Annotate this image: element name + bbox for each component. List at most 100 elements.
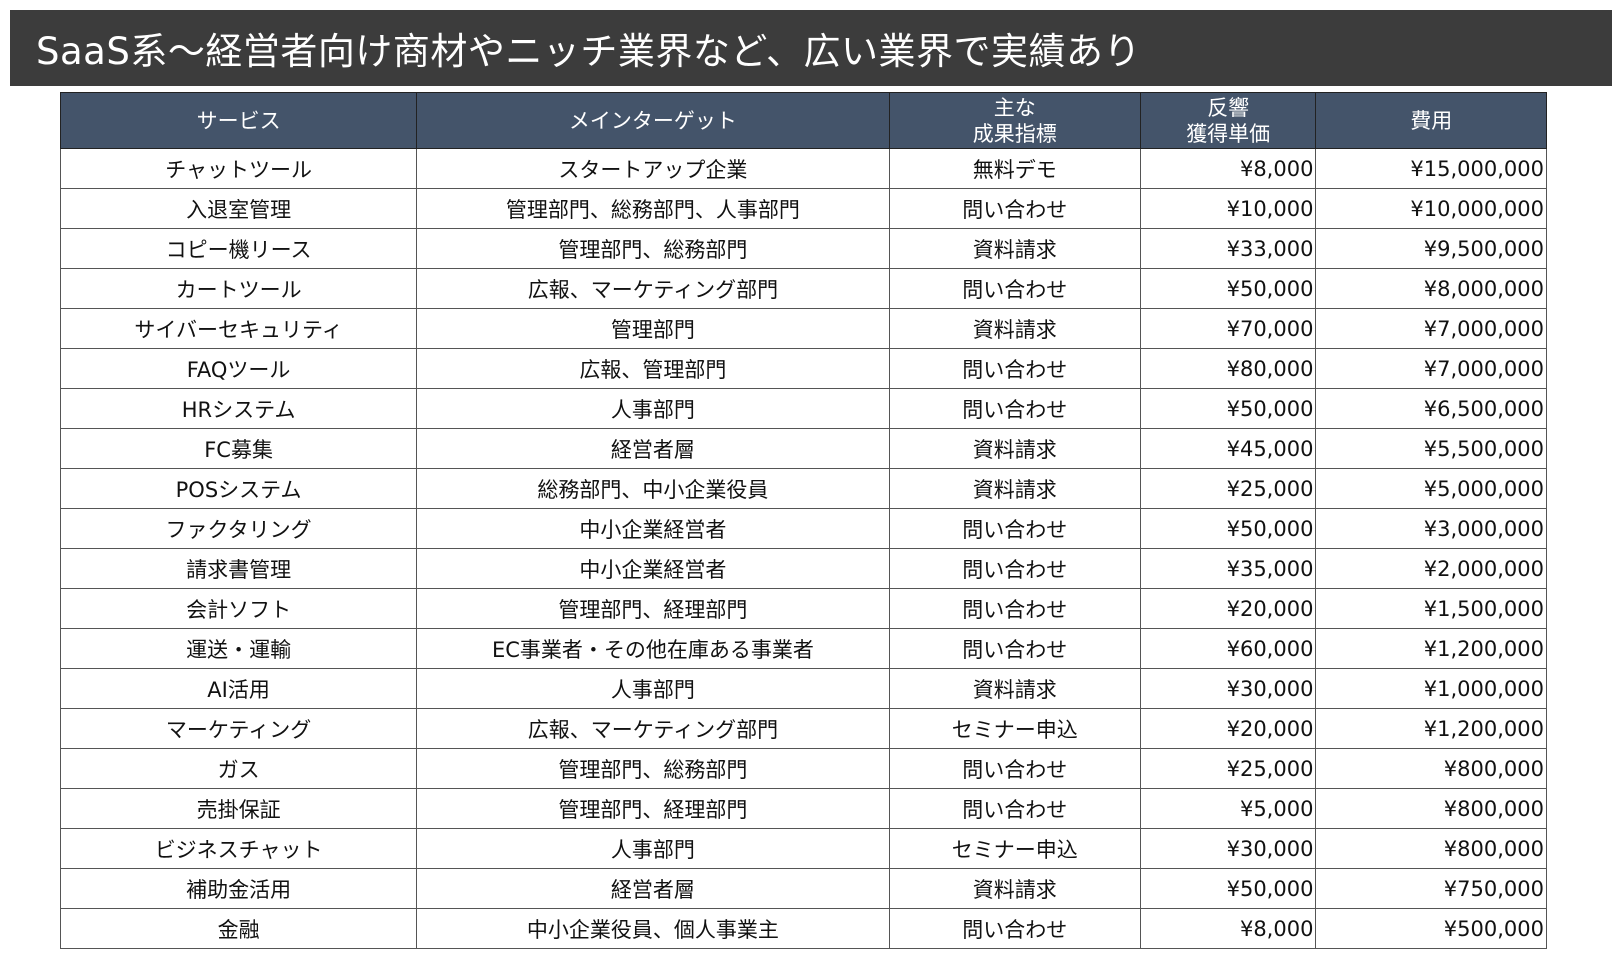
cell-cost: ¥7,000,000 <box>1315 348 1547 389</box>
table-row: FAQツール 広報、管理部門 問い合わせ ¥80,000 ¥7,000,000 <box>59 348 1547 389</box>
cell-cost: ¥10,000,000 <box>1315 188 1547 229</box>
cell-cost: ¥800,000 <box>1315 788 1547 829</box>
table-row: チャットツール スタートアップ企業 無料デモ ¥8,000 ¥15,000,000 <box>59 148 1547 189</box>
table-row: カートツール 広報、マーケティング部門 問い合わせ ¥50,000 ¥8,000,000 <box>59 268 1547 309</box>
cell-main-kpi: 資料請求 <box>888 868 1141 909</box>
cell-main-target: 管理部門、総務部門 <box>416 748 890 789</box>
cell-service: HRシステム <box>59 388 418 429</box>
cell-main-target: 総務部門、中小企業役員 <box>416 468 890 509</box>
cell-main-target: 中小企業役員、個人事業主 <box>416 908 890 949</box>
header-cost-per-response: 反響 獲得単価 <box>1139 92 1317 149</box>
header-main-kpi: 主な 成果指標 <box>888 92 1141 149</box>
cell-main-kpi: 資料請求 <box>888 468 1141 509</box>
cell-main-kpi: 問い合わせ <box>888 548 1141 589</box>
cell-cost: ¥7,000,000 <box>1315 308 1547 349</box>
header-service: サービス <box>59 92 418 149</box>
cell-main-kpi: 問い合わせ <box>888 268 1141 309</box>
header-cost: 費用 <box>1315 92 1547 149</box>
cell-cost-per-response: ¥8,000 <box>1139 908 1317 949</box>
cell-cost-per-response: ¥70,000 <box>1139 308 1317 349</box>
cell-cost-per-response: ¥50,000 <box>1139 508 1317 549</box>
page-title: SaaS系～経営者向け商材やニッチ業界など、広い業界で実績あり <box>36 30 1141 73</box>
cell-cost: ¥750,000 <box>1315 868 1547 909</box>
results-table: サービス メインターゲット 主な 成果指標 反響 獲得単価 費用 チャットツール… <box>59 92 1547 949</box>
cell-main-kpi: 問い合わせ <box>888 908 1141 949</box>
table-row: POSシステム 総務部門、中小企業役員 資料請求 ¥25,000 ¥5,000,000 <box>59 468 1547 509</box>
cell-cost: ¥6,500,000 <box>1315 388 1547 429</box>
title-bar: SaaS系～経営者向け商材やニッチ業界など、広い業界で実績あり <box>10 10 1612 86</box>
cell-main-kpi: 問い合わせ <box>888 588 1141 629</box>
cell-cost: ¥1,500,000 <box>1315 588 1547 629</box>
table-row: ビジネスチャット 人事部門 セミナー申込 ¥30,000 ¥800,000 <box>59 828 1547 869</box>
cell-cost-per-response: ¥30,000 <box>1139 828 1317 869</box>
cell-cost-per-response: ¥25,000 <box>1139 468 1317 509</box>
table-row: 請求書管理 中小企業経営者 問い合わせ ¥35,000 ¥2,000,000 <box>59 548 1547 589</box>
table-row: 運送・運輸 EC事業者・その他在庫ある事業者 問い合わせ ¥60,000 ¥1,200,… <box>59 628 1547 669</box>
cell-cost-per-response: ¥45,000 <box>1139 428 1317 469</box>
cell-main-target: 経営者層 <box>416 428 890 469</box>
cell-cost: ¥1,200,000 <box>1315 628 1547 669</box>
table-header-row: サービス メインターゲット 主な 成果指標 反響 獲得単価 費用 <box>59 92 1547 149</box>
cell-service: FC募集 <box>59 428 418 469</box>
cell-main-target: 管理部門、総務部門、人事部門 <box>416 188 890 229</box>
cell-main-kpi: 問い合わせ <box>888 388 1141 429</box>
cell-main-target: 広報、マーケティング部門 <box>416 268 890 309</box>
table-row: コピー機リース 管理部門、総務部門 資料請求 ¥33,000 ¥9,500,000 <box>59 228 1547 269</box>
cell-cost: ¥800,000 <box>1315 748 1547 789</box>
cell-cost-per-response: ¥20,000 <box>1139 588 1317 629</box>
cell-main-kpi: 問い合わせ <box>888 628 1141 669</box>
cell-main-target: 中小企業経営者 <box>416 508 890 549</box>
cell-cost: ¥1,000,000 <box>1315 668 1547 709</box>
table-row: FC募集 経営者層 資料請求 ¥45,000 ¥5,500,000 <box>59 428 1547 469</box>
cell-cost-per-response: ¥50,000 <box>1139 868 1317 909</box>
cell-main-target: 広報、管理部門 <box>416 348 890 389</box>
table-row: 売掛保証 管理部門、経理部門 問い合わせ ¥5,000 ¥800,000 <box>59 788 1547 829</box>
cell-main-kpi: 資料請求 <box>888 668 1141 709</box>
cell-main-target: 人事部門 <box>416 668 890 709</box>
cell-service: ファクタリング <box>59 508 418 549</box>
cell-cost-per-response: ¥8,000 <box>1139 148 1317 189</box>
cell-service: POSシステム <box>59 468 418 509</box>
table-row: ファクタリング 中小企業経営者 問い合わせ ¥50,000 ¥3,000,000 <box>59 508 1547 549</box>
cell-service: サイバーセキュリティ <box>59 308 418 349</box>
cell-service: FAQツール <box>59 348 418 389</box>
cell-main-target: 管理部門、経理部門 <box>416 588 890 629</box>
cell-main-target: 中小企業経営者 <box>416 548 890 589</box>
cell-main-kpi: 問い合わせ <box>888 348 1141 389</box>
cell-cost: ¥15,000,000 <box>1315 148 1547 189</box>
table-row: マーケティング 広報、マーケティング部門 セミナー申込 ¥20,000 ¥1,200,0… <box>59 708 1547 749</box>
cell-service: 請求書管理 <box>59 548 418 589</box>
table-row: 入退室管理 管理部門、総務部門、人事部門 問い合わせ ¥10,000 ¥10,000,0… <box>59 188 1547 229</box>
cell-service: 補助金活用 <box>59 868 418 909</box>
cell-service: ビジネスチャット <box>59 828 418 869</box>
cell-cost-per-response: ¥20,000 <box>1139 708 1317 749</box>
cell-main-target: 人事部門 <box>416 828 890 869</box>
table-row: ガス 管理部門、総務部門 問い合わせ ¥25,000 ¥800,000 <box>59 748 1547 789</box>
table-row: HRシステム 人事部門 問い合わせ ¥50,000 ¥6,500,000 <box>59 388 1547 429</box>
cell-cost-per-response: ¥5,000 <box>1139 788 1317 829</box>
cell-service: 金融 <box>59 908 418 949</box>
cell-cost-per-response: ¥10,000 <box>1139 188 1317 229</box>
cell-main-kpi: セミナー申込 <box>888 828 1141 869</box>
cell-cost: ¥5,500,000 <box>1315 428 1547 469</box>
cell-service: コピー機リース <box>59 228 418 269</box>
cell-main-target: 管理部門 <box>416 308 890 349</box>
cell-service: チャットツール <box>59 148 418 189</box>
table-body: チャットツール スタートアップ企業 無料デモ ¥8,000 ¥15,000,000 入退室… <box>59 148 1547 949</box>
cell-cost: ¥8,000,000 <box>1315 268 1547 309</box>
cell-main-kpi: 問い合わせ <box>888 788 1141 829</box>
cell-main-kpi: 資料請求 <box>888 428 1141 469</box>
cell-main-target: 管理部門、経理部門 <box>416 788 890 829</box>
cell-service: 運送・運輸 <box>59 628 418 669</box>
cell-service: 会計ソフト <box>59 588 418 629</box>
cell-main-target: 広報、マーケティング部門 <box>416 708 890 749</box>
cell-service: ガス <box>59 748 418 789</box>
cell-cost-per-response: ¥30,000 <box>1139 668 1317 709</box>
cell-cost: ¥500,000 <box>1315 908 1547 949</box>
cell-cost: ¥3,000,000 <box>1315 508 1547 549</box>
cell-cost: ¥1,200,000 <box>1315 708 1547 749</box>
cell-main-target: 人事部門 <box>416 388 890 429</box>
cell-service: AI活用 <box>59 668 418 709</box>
cell-cost: ¥5,000,000 <box>1315 468 1547 509</box>
cell-cost-per-response: ¥35,000 <box>1139 548 1317 589</box>
